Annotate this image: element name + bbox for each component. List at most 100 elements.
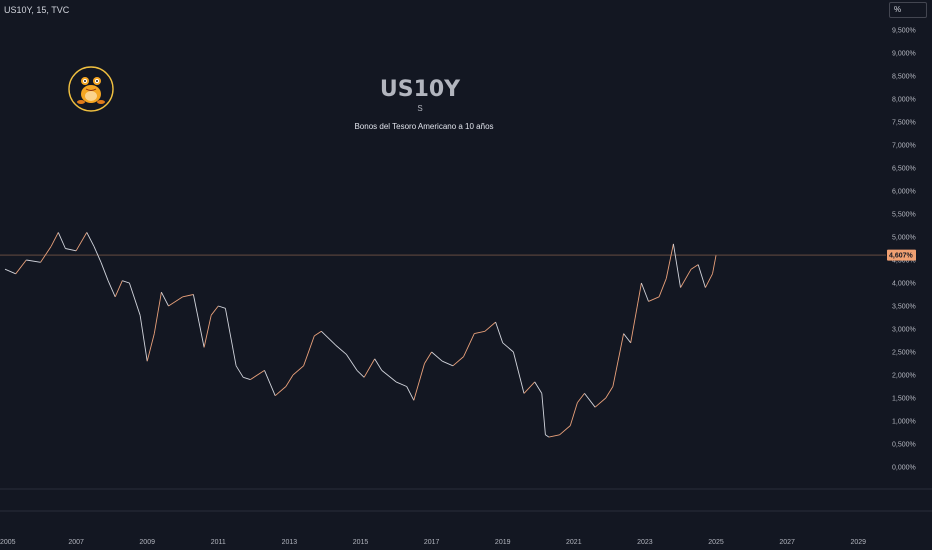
series-segment [672, 243, 681, 288]
y-tick-label: 1,000% [892, 419, 916, 426]
y-tick-label: 3,000% [892, 327, 916, 334]
series-segment [680, 268, 692, 288]
series-segment [569, 402, 578, 426]
series-segment [658, 278, 667, 297]
chart-title: US10Y [380, 77, 461, 102]
x-tick-label: 2027 [779, 539, 795, 546]
series-segment [704, 273, 713, 288]
series-segment [413, 363, 425, 401]
series-segment [452, 356, 464, 367]
series-segment [335, 344, 347, 355]
series-segment [224, 308, 237, 366]
series-segment [424, 351, 432, 364]
series-segment [168, 296, 184, 307]
series-segment [474, 330, 485, 335]
svg-text:4,607%: 4,607% [889, 253, 914, 260]
series-segment [203, 315, 212, 348]
series-segment [303, 335, 315, 366]
x-tick-label: 2015 [353, 539, 369, 546]
x-tick-label: 2007 [68, 539, 84, 546]
series-segment [139, 315, 148, 362]
series-segment [374, 358, 383, 371]
y-tick-label: 8,000% [892, 97, 916, 104]
series-segment [484, 321, 496, 332]
series-segment [321, 330, 336, 346]
series-segment [363, 358, 376, 378]
y-tick-label: 2,000% [892, 373, 916, 380]
series-segment [285, 374, 294, 387]
series-segment [640, 282, 649, 302]
series-segment [114, 280, 123, 297]
series-segment [235, 365, 244, 378]
series-segment [75, 232, 88, 252]
series-segment [356, 370, 365, 378]
series-segment [463, 333, 475, 357]
series-segment [146, 333, 155, 362]
series-segment [218, 305, 226, 309]
symbol-label: US10Y, 15, TVC [4, 5, 70, 15]
series-segment [274, 386, 287, 397]
series-segment [495, 321, 504, 343]
series-segment [690, 264, 699, 270]
series-segment [545, 434, 550, 438]
y-tick-label: 7,000% [892, 143, 916, 150]
y-axis: 9,500% 9,000% 8,500% 8,000% 7,500% 7,000% 6,50… [892, 28, 916, 472]
series-segment [86, 232, 95, 247]
series-segment [292, 365, 304, 376]
series-segment [128, 282, 141, 316]
series-segment [559, 425, 571, 436]
series-segment [623, 333, 632, 344]
series-segment [210, 305, 219, 316]
series-segment [577, 393, 585, 403]
y-tick-label: 1,500% [892, 396, 916, 403]
series-segment [605, 386, 614, 399]
y-tick-label: 5,000% [892, 235, 916, 242]
x-axis: 2005 2007 2009 2011 2013 2015 2017 2019 2021 2023… [0, 539, 866, 546]
y-tick-label: 9,000% [892, 51, 916, 58]
series-segment [594, 397, 607, 408]
x-tick-label: 2029 [850, 539, 866, 546]
y-tick-label: 6,500% [892, 166, 916, 173]
y-tick-label: 3,500% [892, 304, 916, 311]
series-segment [548, 434, 560, 438]
price-series [4, 232, 717, 438]
series-segment [534, 381, 543, 394]
series-segment [107, 280, 116, 297]
series-segment [160, 291, 169, 307]
series-segment [406, 386, 415, 401]
x-tick-label: 2009 [139, 539, 155, 546]
x-tick-label: 2023 [637, 539, 653, 546]
series-segment [512, 351, 525, 394]
series-segment [523, 381, 536, 394]
series-segment [712, 255, 717, 274]
chart-annotation: Bonos del Tesoro Americano a 10 años [354, 122, 493, 131]
series-segment [584, 393, 596, 408]
y-tick-label: 4,000% [892, 281, 916, 288]
series-segment [182, 294, 194, 298]
y-tick-label: 8,500% [892, 74, 916, 81]
series-segment [153, 292, 162, 334]
series-segment [697, 264, 706, 288]
series-segment [65, 248, 77, 252]
series-segment [345, 354, 358, 371]
series-segment [40, 245, 52, 263]
y-tick-label: 9,500% [892, 28, 916, 35]
series-segment [93, 246, 102, 263]
series-segment [15, 259, 27, 275]
scale-percent-button[interactable]: % [889, 2, 927, 18]
series-segment [122, 280, 130, 284]
series-segment [502, 342, 514, 353]
series-segment [250, 370, 265, 380]
x-tick-label: 2013 [282, 539, 298, 546]
series-segment [665, 243, 674, 279]
series-segment [264, 370, 276, 396]
series-segment [541, 393, 546, 435]
x-tick-label: 2011 [211, 539, 226, 546]
series-segment [26, 259, 41, 263]
series-segment [4, 268, 16, 275]
y-tick-label: 7,500% [892, 120, 916, 127]
x-tick-label: 2019 [495, 539, 511, 546]
y-tick-label: 2,500% [892, 350, 916, 357]
series-segment [50, 232, 59, 247]
